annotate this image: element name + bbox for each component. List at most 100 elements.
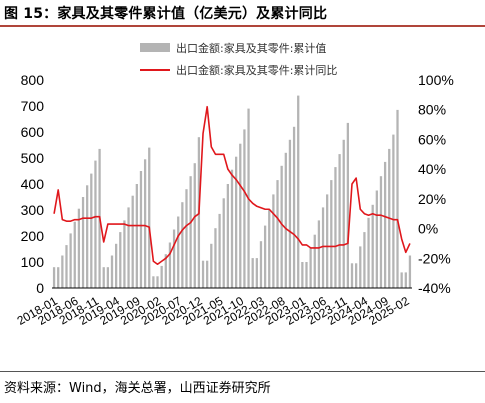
bar	[268, 210, 271, 288]
right-tick-label: 80%	[418, 102, 446, 118]
left-tick-label: 800	[21, 72, 45, 88]
bar	[404, 272, 407, 288]
right-tick-label: 60%	[418, 131, 446, 147]
source-note: 资料来源：Wind，海关总署，山西证券研究所	[4, 381, 271, 396]
left-tick-label: 100	[21, 254, 45, 270]
bar	[73, 221, 76, 288]
bar	[284, 152, 287, 288]
bar	[210, 243, 213, 288]
bar	[276, 180, 279, 288]
bar	[143, 159, 147, 288]
bar	[214, 228, 217, 288]
bar	[52, 267, 56, 288]
bar	[156, 276, 159, 288]
bar	[355, 263, 358, 288]
bar	[321, 207, 325, 288]
left-tick-label: 300	[21, 202, 45, 218]
bar	[119, 232, 122, 288]
bar	[152, 276, 155, 288]
bar	[115, 243, 118, 288]
bar	[251, 258, 254, 288]
bar	[189, 176, 192, 288]
legend-swatch-bar	[140, 43, 170, 52]
bar	[148, 147, 151, 288]
right-tick-label: -20%	[418, 250, 451, 266]
bar	[102, 267, 105, 288]
legend-label-line: 出口金额:家具及其零件:累计同比	[176, 63, 337, 77]
x-tick-label: 2025-02	[366, 294, 411, 328]
bar	[222, 198, 225, 288]
bar	[396, 109, 399, 289]
bar	[350, 263, 354, 288]
bar	[201, 260, 205, 288]
bar	[135, 184, 138, 288]
bar	[235, 156, 238, 288]
bar	[392, 134, 395, 288]
bar	[342, 139, 345, 288]
bar	[338, 154, 341, 288]
bar	[226, 184, 229, 288]
bar	[326, 194, 329, 288]
bar	[131, 195, 134, 288]
bar	[305, 262, 308, 288]
bar	[301, 262, 304, 288]
bar	[123, 220, 126, 288]
bar	[363, 232, 366, 288]
bar	[206, 260, 209, 288]
bar	[330, 180, 333, 288]
right-tick-label: 100%	[418, 72, 454, 88]
bar	[367, 217, 370, 288]
right-tick-label: 20%	[418, 191, 446, 207]
bar	[168, 242, 172, 288]
right-tick-label: 40%	[418, 161, 446, 177]
left-tick-label: 700	[21, 98, 45, 114]
bar	[263, 225, 267, 288]
bar	[317, 220, 321, 288]
bar	[127, 207, 130, 288]
bar	[86, 185, 89, 288]
right-tick-label: -40%	[418, 280, 451, 296]
bar	[172, 229, 176, 288]
title-rule	[0, 25, 485, 27]
left-tick-label: 400	[21, 176, 45, 192]
bar	[81, 197, 85, 288]
bar	[185, 189, 188, 288]
bar	[139, 171, 143, 288]
bar	[255, 258, 258, 288]
bar	[160, 265, 163, 288]
left-tick-label: 500	[21, 150, 45, 166]
bar	[259, 241, 263, 288]
bar	[164, 254, 167, 288]
bar	[181, 202, 184, 288]
bar	[94, 160, 97, 288]
bar	[313, 234, 316, 288]
bar	[65, 245, 68, 288]
bar	[193, 163, 196, 288]
bar	[177, 216, 180, 288]
bar	[400, 272, 403, 288]
bar	[383, 161, 387, 288]
bar	[334, 167, 337, 288]
bar	[218, 213, 221, 288]
bar	[106, 267, 109, 288]
bar	[297, 95, 300, 288]
bar	[77, 208, 81, 288]
bar	[288, 139, 292, 288]
bar	[379, 176, 383, 288]
bar	[408, 255, 412, 288]
bar	[371, 204, 374, 288]
bar	[346, 122, 349, 289]
bar	[69, 233, 72, 288]
left-tick-label: 600	[21, 124, 45, 140]
right-tick-label: 0%	[418, 221, 438, 237]
bar	[375, 190, 378, 288]
bar	[272, 194, 275, 288]
left-tick-label: 200	[21, 228, 45, 244]
bar	[90, 173, 93, 288]
bar	[61, 255, 64, 288]
bar	[359, 246, 362, 288]
bar	[309, 247, 312, 288]
legend-label-bar: 出口金额:家具及其零件:累计值	[176, 41, 326, 55]
bar	[292, 126, 296, 288]
bar	[110, 255, 114, 288]
